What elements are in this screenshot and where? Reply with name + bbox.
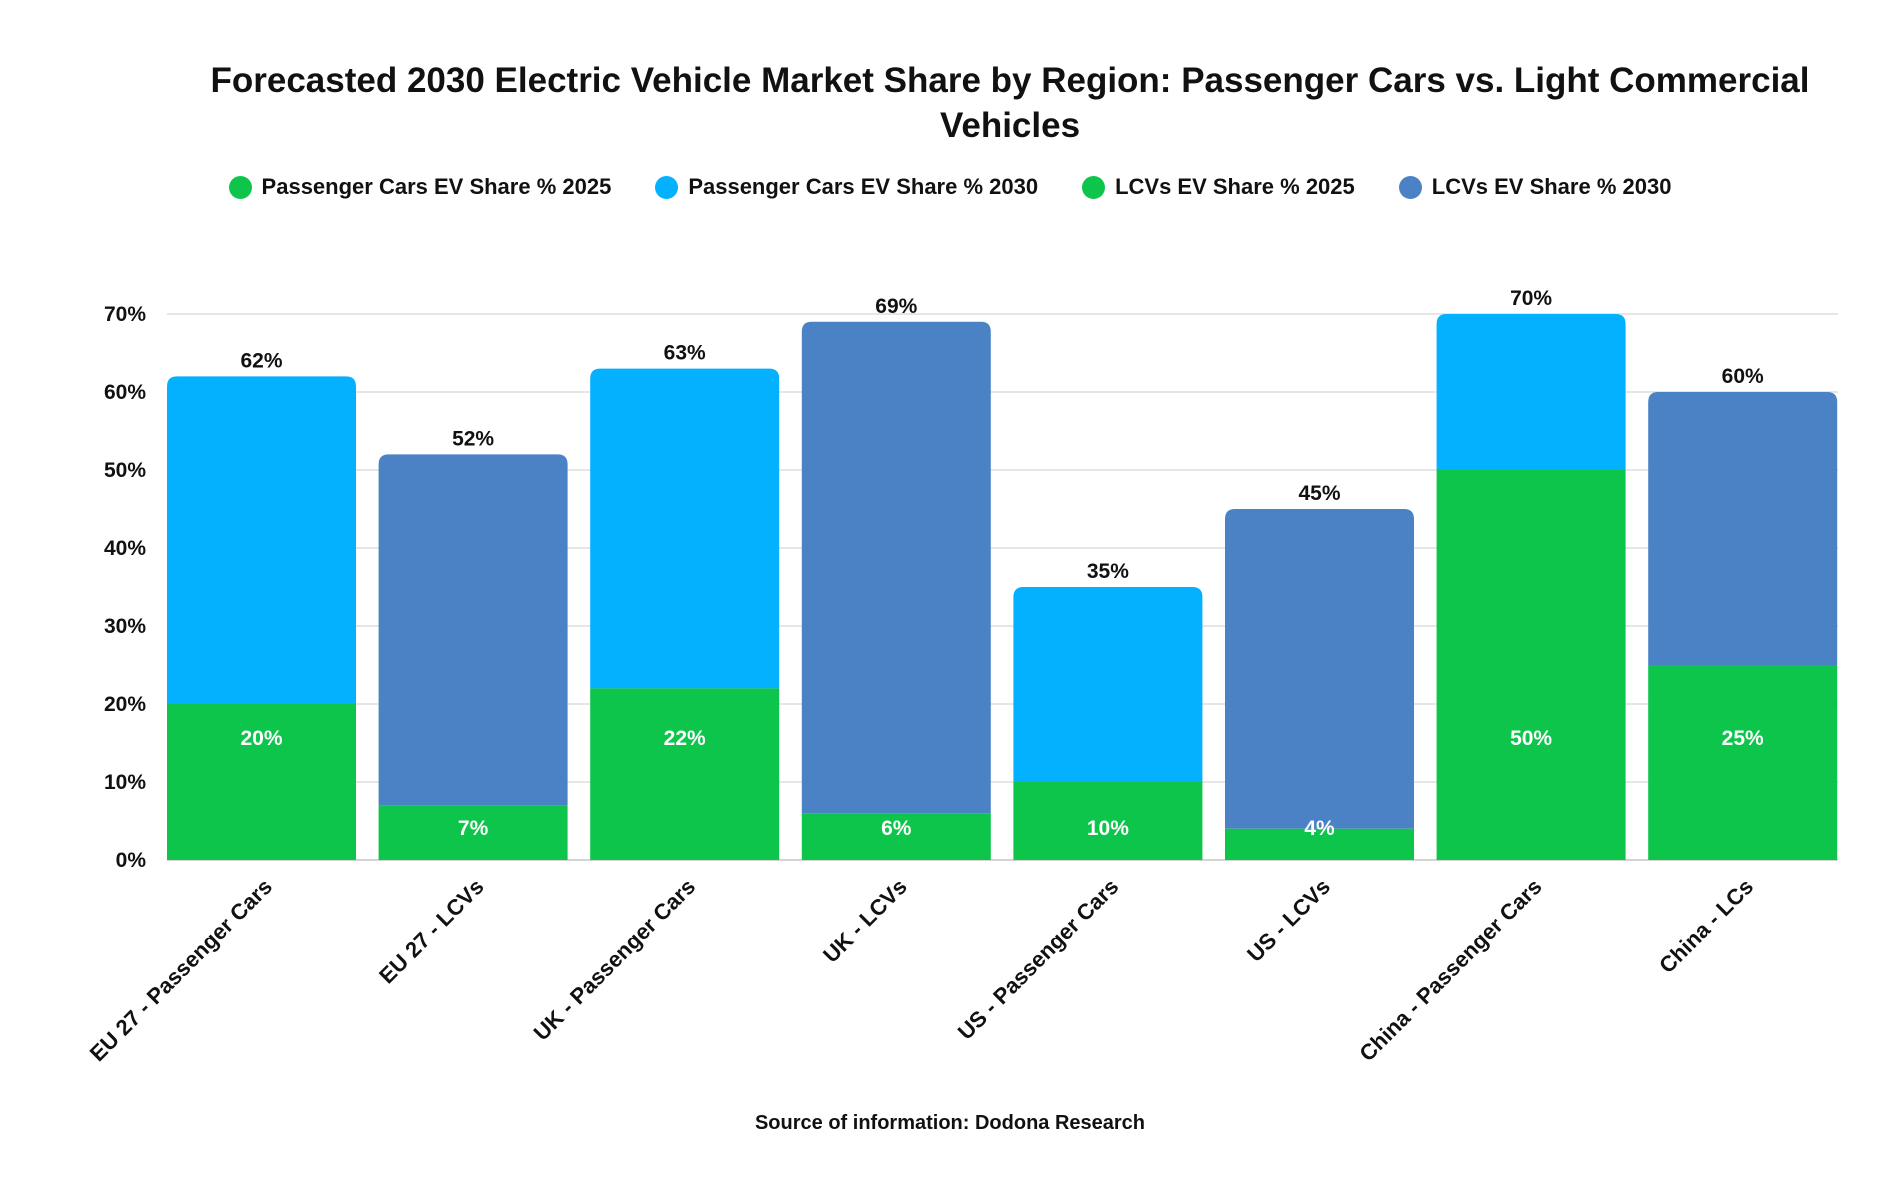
y-tick-label: 50% <box>104 459 146 482</box>
x-tick-label: China - LCs <box>1654 874 1758 978</box>
legend-label: LCVs EV Share % 2025 <box>1115 174 1355 199</box>
y-tick-label: 20% <box>104 693 146 716</box>
top-data-label: 52% <box>452 427 494 450</box>
legend-item[interactable]: LCVs EV Share % 2030 <box>1398 174 1672 200</box>
bar-2030 <box>590 368 780 689</box>
x-tick-label: China - Passenger Cars <box>1354 874 1546 1066</box>
bar-2025 <box>378 805 568 860</box>
bar-2030 <box>1013 587 1203 782</box>
legend-marker <box>1082 175 1106 199</box>
top-data-label: 60% <box>1722 365 1764 388</box>
inner-data-label: 22% <box>664 727 706 750</box>
x-tick-label: UK - Passenger Cars <box>529 874 701 1046</box>
bar-2030 <box>801 321 991 814</box>
top-data-label: 69% <box>875 295 917 318</box>
x-tick-label: EU 27 - LCVs <box>374 874 489 989</box>
inner-data-label: 25% <box>1722 727 1764 750</box>
y-tick-label: 70% <box>104 303 146 326</box>
top-data-label: 70% <box>1510 287 1552 310</box>
x-tick-label: UK - LCVs <box>818 874 912 968</box>
legend-marker <box>228 175 252 199</box>
bar-2025 <box>1225 828 1414 860</box>
top-data-label: 62% <box>240 349 282 372</box>
bar-2025 <box>167 704 356 860</box>
y-tick-label: 30% <box>104 615 146 638</box>
inner-data-label: 20% <box>240 727 282 750</box>
source-note: Source of information: Dodona Research <box>754 1112 1146 1134</box>
top-data-label: 63% <box>664 342 706 365</box>
legend-label: Passenger Cars EV Share % 2025 <box>261 174 612 199</box>
y-tick-label: 10% <box>104 771 146 794</box>
bar-2025 <box>1648 665 1838 860</box>
x-tick-label: EU 27 - Passenger Cars <box>85 874 277 1066</box>
y-tick-label: 60% <box>104 381 146 404</box>
bar-2025 <box>590 688 780 860</box>
bar-2025 <box>801 813 991 860</box>
top-data-label: 35% <box>1087 560 1129 583</box>
inner-data-label: 7% <box>458 817 489 840</box>
x-tick-label: US - LCVs <box>1242 874 1335 967</box>
x-tick-label: US - Passenger Cars <box>953 874 1124 1045</box>
bar-2030 <box>378 454 568 806</box>
y-tick-label: 40% <box>104 537 146 560</box>
legend-label: LCVs EV Share % 2030 <box>1431 174 1672 199</box>
inner-data-label: 50% <box>1510 727 1552 750</box>
bar-2030 <box>1648 392 1838 665</box>
legend-item[interactable]: Passenger Cars EV Share % 2030 <box>655 174 1038 200</box>
legend: Passenger Cars EV Share % 2025 Passenger … <box>0 174 1900 200</box>
inner-data-label: 6% <box>881 817 912 840</box>
top-data-label: 45% <box>1298 482 1340 505</box>
legend-marker <box>655 175 679 199</box>
legend-item[interactable]: Passenger Cars EV Share % 2025 <box>228 174 612 200</box>
bar-2025 <box>1436 470 1626 860</box>
legend-marker <box>1398 175 1422 199</box>
legend-item[interactable]: LCVs EV Share % 2025 <box>1082 174 1355 200</box>
y-tick-label: 0% <box>116 849 147 872</box>
bar-2025 <box>1013 782 1203 860</box>
bar-2030 <box>1436 314 1626 470</box>
bar-2030 <box>1225 509 1414 829</box>
inner-data-label: 4% <box>1304 817 1335 840</box>
chart-title: Forecasted 2030 Electric Vehicle Market … <box>210 61 1810 145</box>
inner-data-label: 10% <box>1087 817 1129 840</box>
bar-2030 <box>167 376 356 704</box>
legend-label: Passenger Cars EV Share % 2030 <box>688 174 1039 199</box>
